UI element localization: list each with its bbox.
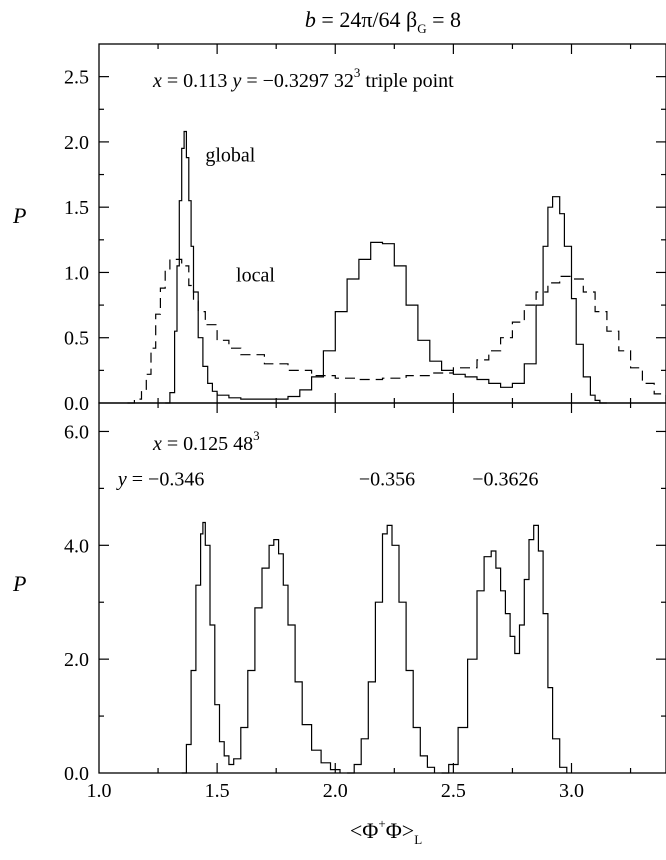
bottom-annotation: x = 0.125 483: [152, 428, 260, 455]
ytick-label: 1.5: [64, 197, 89, 219]
xtick-label: 2.0: [323, 780, 348, 802]
top-annotation-xval: = 0.113: [162, 70, 233, 92]
ytick-label: 0.0: [64, 393, 89, 415]
series-label: −0.3626: [472, 469, 538, 491]
top-annotation: x = 0.113 y = −0.3297 323 triple point: [152, 65, 454, 92]
top-panel-series: [127, 130, 666, 404]
ytick-label: 2.0: [64, 132, 89, 154]
ytick-label: 4.0: [64, 535, 89, 557]
xaxis-title-post: Φ>: [386, 818, 415, 843]
series-line: [127, 258, 666, 404]
top-annotation-xvar: x: [152, 70, 162, 92]
top-annotation-yval: = −0.3297 32: [241, 70, 354, 92]
top-panel-ticks: 0.0 0.5 1.0 1.5 2.0 2.5: [64, 44, 666, 415]
bottom-annotation-xvar: x: [152, 433, 162, 455]
ytick-label: 6.0: [64, 421, 89, 443]
title-rhs: = 24π/64 β: [316, 7, 417, 32]
title-sub: G: [417, 21, 426, 36]
bottom-panel-frame: [98, 402, 666, 774]
bottom-annotation-sup: 3: [253, 428, 260, 443]
top-panel-frame: [98, 43, 666, 404]
series-label: y = −0.346: [116, 469, 204, 491]
top-annotation-yvar: y: [230, 70, 241, 92]
series-line: [441, 524, 568, 774]
ytick-label: 2.0: [64, 649, 89, 671]
xaxis-title-pre: <Φ: [350, 818, 379, 843]
xtick-label: 3.0: [559, 780, 584, 802]
top-ylabel: P: [12, 203, 26, 228]
xaxis-title: <Φ+Φ>L: [350, 816, 422, 847]
bottom-ylabel: P: [12, 571, 26, 596]
title-var: b: [305, 7, 316, 32]
xtick-label: 2.5: [441, 780, 466, 802]
bottom-annotation-xval: = 0.125 48: [162, 433, 253, 455]
xaxis-title-sup: +: [378, 816, 385, 831]
xaxis-title-sub: L: [414, 832, 422, 847]
ytick-label: 0.0: [64, 763, 89, 785]
series-line: [347, 524, 436, 774]
figure-title: b = 24π/64 βG = 8: [305, 7, 461, 36]
top-annotation-tail: triple point: [360, 70, 454, 92]
series-label: local: [236, 265, 275, 287]
ytick-label: 0.5: [64, 328, 89, 350]
series-line: [165, 130, 607, 404]
xtick-label: 1.5: [205, 780, 230, 802]
bottom-panel-series: [181, 521, 568, 774]
series-label: global: [205, 144, 255, 166]
title-tail: = 8: [427, 7, 461, 32]
ytick-label: 1.0: [64, 262, 89, 284]
bottom-panel-ticks: 1.0 1.5 2.0 2.5 3.0 0.0 2.0 4.0 6.0: [64, 403, 666, 802]
series-label: −0.356: [359, 469, 415, 491]
chart-labels: global local y = −0.346 −0.356 −0.3626: [116, 144, 539, 490]
top-annotation-sup: 3: [354, 65, 361, 80]
ytick-label: 2.5: [64, 67, 89, 89]
xtick-label: 1.0: [87, 780, 112, 802]
series-line: [181, 521, 341, 774]
